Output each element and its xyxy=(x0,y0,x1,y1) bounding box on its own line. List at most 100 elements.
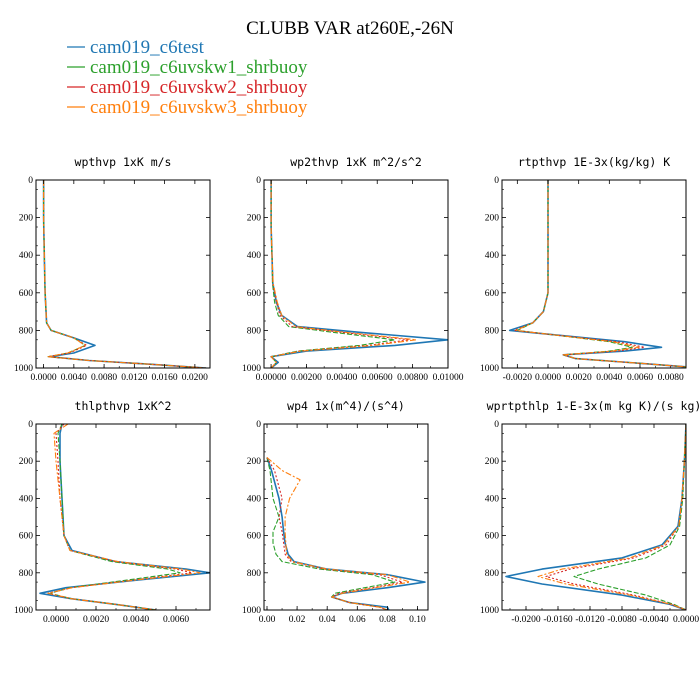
series-line-3 xyxy=(43,180,207,368)
y-tick-label: 0 xyxy=(28,176,33,186)
y-tick-label: 400 xyxy=(247,251,262,261)
x-tick-label: 0.00000 xyxy=(256,373,287,383)
panel-title: rtpthvp 1E-3x(kg/kg) K xyxy=(518,155,670,169)
x-tick-label: 0.0020 xyxy=(566,373,592,383)
x-tick-label: 0.0160 xyxy=(152,373,178,383)
series-line-3 xyxy=(270,180,410,368)
x-tick-label: -0.0120 xyxy=(575,615,605,625)
y-tick-label: 400 xyxy=(247,494,262,504)
y-tick-label: 400 xyxy=(19,494,34,504)
x-tick-label: 0.08 xyxy=(379,615,396,625)
plot-frame xyxy=(35,423,211,611)
x-tick-label: 0.0080 xyxy=(91,373,117,383)
series-line-2 xyxy=(43,180,207,368)
legend-label: cam019_c6test xyxy=(90,37,205,58)
y-tick-label: 1000 xyxy=(14,364,33,374)
x-tick-label: 0.0040 xyxy=(61,373,87,383)
y-tick-label: 600 xyxy=(485,532,500,542)
series-group xyxy=(266,457,426,610)
y-tick-label: 200 xyxy=(19,214,34,224)
legend-label: cam019_c6uvskw1_shrbuoy xyxy=(90,57,308,78)
series-line-4 xyxy=(270,180,417,368)
y-tick-label: 400 xyxy=(19,251,34,261)
plot-frame xyxy=(263,423,429,611)
x-tick-label: 0.0000 xyxy=(535,373,561,383)
x-tick-label: -0.0160 xyxy=(543,615,573,625)
y-tick-label: 200 xyxy=(247,214,262,224)
series-line-1 xyxy=(39,424,210,610)
y-tick-label: 800 xyxy=(247,326,262,336)
x-tick-label: 0.00 xyxy=(259,615,276,625)
x-tick-label: 0.0000 xyxy=(673,615,699,625)
y-tick-label: 800 xyxy=(247,569,262,579)
y-tick-label: 1000 xyxy=(480,364,499,374)
y-tick-label: 600 xyxy=(19,289,34,299)
y-tick-label: 0 xyxy=(494,420,499,430)
x-tick-label: 0.10 xyxy=(409,615,426,625)
y-tick-label: 200 xyxy=(247,457,262,467)
figure-title: CLUBB VAR at260E,-26N xyxy=(246,18,454,39)
series-line-4 xyxy=(266,457,411,610)
y-tick-label: 400 xyxy=(485,494,500,504)
x-tick-label: 0.02 xyxy=(289,615,306,625)
y-tick-label: 1000 xyxy=(14,606,33,616)
series-line-2 xyxy=(270,180,396,368)
series-group xyxy=(505,424,686,610)
x-tick-label: 0.0040 xyxy=(123,615,149,625)
series-group xyxy=(270,180,448,368)
y-tick-label: 0 xyxy=(494,176,499,186)
x-tick-label: 0.00400 xyxy=(326,373,357,383)
x-tick-label: 0.0020 xyxy=(83,615,109,625)
chart-panel: wp2thvp 1xK m^2/s^2020040060080010000.00… xyxy=(242,155,464,383)
chart-panel: thlpthvp 1xK^2 0 200 400 600 800 1000 0.0000 0.0… xyxy=(14,399,211,625)
series-line-4 xyxy=(43,180,207,368)
panel-title: thlpthvp 1xK^2 xyxy=(75,399,172,413)
y-tick-label: 0 xyxy=(256,420,261,430)
series-line-1 xyxy=(508,180,686,368)
series-line-3 xyxy=(545,424,686,610)
series-line-1 xyxy=(42,180,207,368)
y-tick-label: 0 xyxy=(28,420,33,430)
y-tick-label: 600 xyxy=(247,532,262,542)
x-tick-label: -0.0020 xyxy=(503,373,533,383)
series-line-2 xyxy=(573,424,686,610)
x-tick-label: 0.06 xyxy=(349,615,366,625)
x-tick-label: -0.0200 xyxy=(511,615,541,625)
plot-frame xyxy=(35,179,211,369)
panel-title: wpthvp 1xK m/s xyxy=(75,155,172,169)
y-tick-label: 600 xyxy=(19,532,34,542)
x-tick-label: 0.0060 xyxy=(627,373,653,383)
series-line-4 xyxy=(537,424,686,610)
chart-panel: wprtpthlp 1-E-3x(m kg K)/(s kg) 0 200 400 60… xyxy=(480,399,700,625)
x-tick-label: 0.0060 xyxy=(163,615,189,625)
x-tick-label: 0.0200 xyxy=(182,373,208,383)
series-group xyxy=(39,424,210,610)
y-tick-label: 800 xyxy=(19,326,34,336)
x-tick-label: 0.00200 xyxy=(291,373,322,383)
x-tick-label: -0.0080 xyxy=(607,615,637,625)
legend-label: cam019_c6uvskw2_shrbuoy xyxy=(90,77,308,98)
x-tick-label: 0.0080 xyxy=(658,373,684,383)
x-tick-label: 0.0120 xyxy=(121,373,147,383)
y-tick-label: 600 xyxy=(247,289,262,299)
series-line-1 xyxy=(266,457,426,610)
legend-label: cam019_c6uvskw3_shrbuoy xyxy=(90,97,308,118)
plot-frame xyxy=(501,423,687,611)
x-tick-label: 0.00600 xyxy=(362,373,393,383)
x-tick-label: 0.0000 xyxy=(31,373,57,383)
series-line-4 xyxy=(515,180,686,368)
y-tick-label: 800 xyxy=(485,326,500,336)
legend: cam019_c6testcam019_c6uvskw1_shrbuoycam0… xyxy=(67,37,308,118)
y-tick-label: 1000 xyxy=(480,606,499,616)
series-line-1 xyxy=(505,424,686,610)
series-line-4 xyxy=(47,424,201,610)
series-group xyxy=(42,180,207,368)
x-tick-label: 0.0040 xyxy=(596,373,622,383)
y-tick-label: 200 xyxy=(19,457,34,467)
series-group xyxy=(508,180,686,368)
y-tick-label: 800 xyxy=(19,569,34,579)
